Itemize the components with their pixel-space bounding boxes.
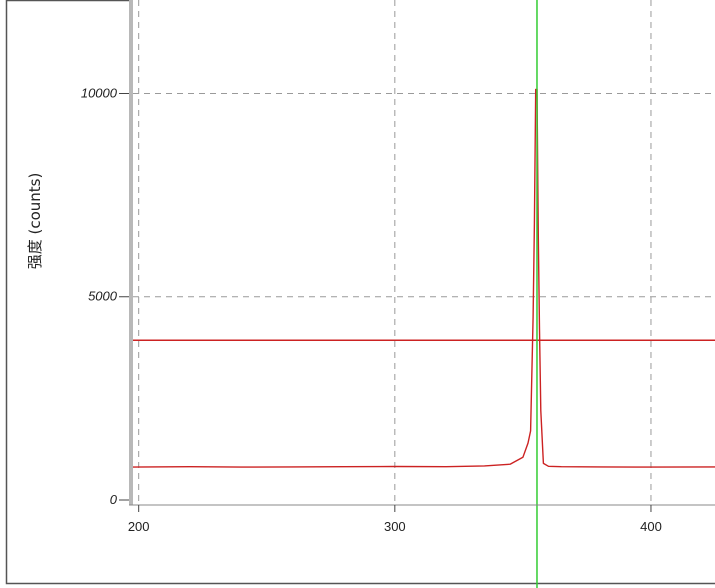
x-tick-label: 200 [128, 519, 150, 534]
plot-area [129, 0, 715, 588]
x-axis-ticks: 200 300 400 [128, 505, 662, 534]
x-tick-label: 400 [640, 519, 662, 534]
y-axis-bar [129, 0, 133, 505]
y-tick-label: 5000 [88, 289, 118, 304]
grid [133, 0, 715, 505]
plot-background [133, 0, 715, 500]
y-tick-label: 0 [110, 492, 118, 507]
y-axis-label: 强度 (counts) [26, 173, 44, 270]
y-axis-ticks: 0 5000 10000 [81, 85, 129, 507]
y-tick-label: 10000 [81, 85, 118, 100]
series-layer [130, 88, 715, 468]
x-tick-label: 300 [384, 519, 406, 534]
spectrum-line [130, 88, 715, 468]
